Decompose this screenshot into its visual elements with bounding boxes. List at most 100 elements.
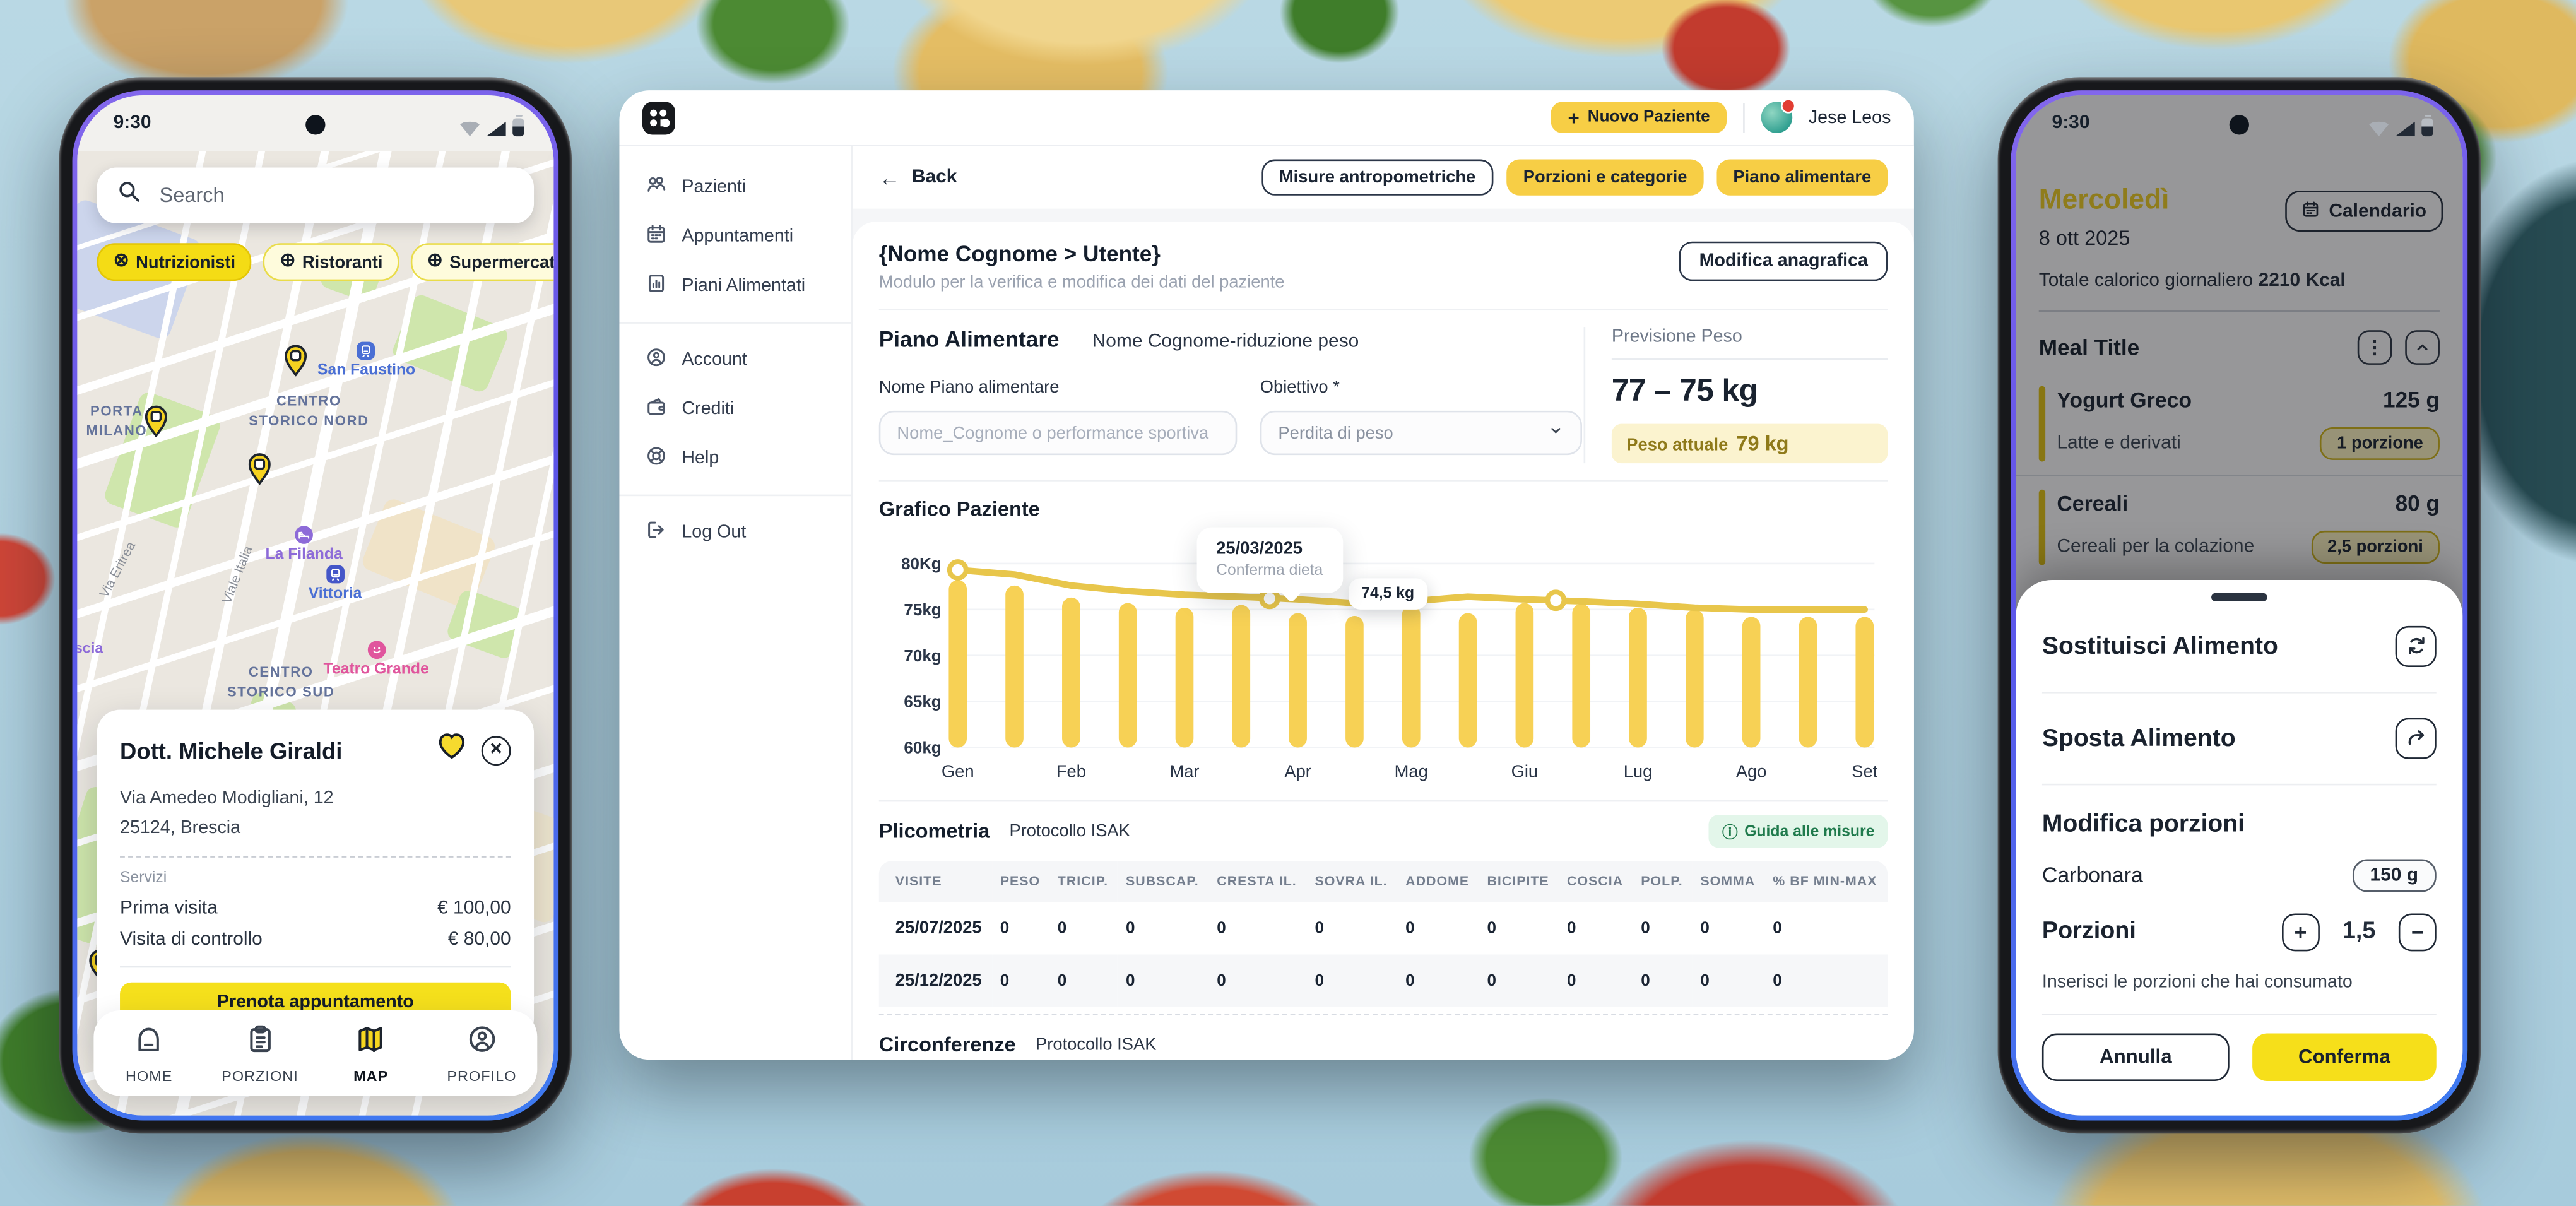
nav-item-porzioni[interactable]: PORZIONI [204,1023,316,1084]
filter-chip-label: Nutrizionisti [136,252,236,272]
weight-chart: 80Kg 75kg 70kg 65kg 60kg Gen Feb Mar Apr Mag Giu Lu… [879,527,1888,791]
doctor-card: Dott. Michele Giraldi ✕ Via Amedeo Modig… [97,709,535,1043]
measure-guide-chip[interactable]: ⓘ Guida alle misure [1709,815,1888,848]
svg-text:Gen: Gen [942,761,974,781]
sidebar-item-crediti[interactable]: Crediti [619,384,851,434]
tab-piano-alimentare[interactable]: Piano alimentare [1716,159,1888,196]
visit-date-cell: 25/07/2025 [895,918,982,938]
value-cell: 0 [1217,919,1226,938]
meal-item[interactable]: Cereali 80 g Cereali per la colazione 2,5 p… [2016,475,2463,578]
avatar[interactable] [1761,98,1796,133]
plicometria-title: Plicometria [878,820,990,843]
divider [1611,358,1888,360]
nav-item-home[interactable]: HOME [93,1023,204,1084]
edit-registry-button[interactable]: Modifica anagrafica [1679,241,1888,281]
signal-icon [486,121,506,137]
category-color-bar [2038,386,2045,462]
drag-handle[interactable] [2211,593,2267,601]
svg-text:75kg: 75kg [904,600,941,619]
back-button[interactable]: ← Back [879,165,957,190]
favorite-heart-icon[interactable] [435,730,468,771]
food-amount-chip: 150 g [2351,858,2437,892]
filter-chip-label: Ristoranti [302,252,383,272]
plan-section-title: Piano Alimentare [878,327,1060,352]
sidebar-item-account[interactable]: Account [619,335,851,384]
new-patient-button[interactable]: + Nuovo Paziente [1551,102,1727,133]
forecast-value: 77 – 75 kg [1611,374,1758,410]
search-bar[interactable] [97,167,535,224]
map-pin[interactable] [143,403,169,446]
meal-item-row: Latte e derivati 1 porzione [2057,427,2440,460]
sheet-action-replace-food[interactable]: Sostituisci Alimento [2041,601,2437,693]
bottom-sheet: Sostituisci Alimento Sposta Alimento Modi… [2016,579,2463,1116]
right-phone: 9:30 Mercoledì 8 ott 2025 Ca [1997,77,2481,1134]
meal-item[interactable]: Yogurt Greco 125 g Latte e derivati 1 porzi… [2016,373,2462,475]
column-header: POLP. [1633,861,1693,902]
current-weight-label: Peso attuale [1626,435,1728,456]
sidebar-item-log-out[interactable]: Log Out [619,507,851,557]
svg-text:Set: Set [1852,761,1877,781]
plicometria-section: Plicometria Protocollo ISAK ⓘ Guida alle… [878,815,1888,1007]
service-row: Visita di controllo € 80,00 [120,930,511,950]
value-cell: 0 [1764,954,1888,1007]
sidebar-item-appuntamenti[interactable]: Appuntamenti [619,212,851,261]
map-label: PORTA MILANO [86,402,148,438]
plan-name-input[interactable]: Nome_Cognome o performance sportiva [878,410,1238,456]
svg-text:Lug: Lug [1624,761,1653,781]
tab-misure-antropometriche[interactable]: Misure antropometriche [1261,159,1494,196]
patient-subtitle: Modulo per la verifica e modifica d​ei d… [878,273,1285,293]
guide-chip-label: Guida alle misure [1744,822,1875,841]
value-cell: 0 [1118,954,1209,1007]
calendar-button[interactable]: Calendario [2284,190,2443,232]
service-name: Visita di controllo [120,930,263,950]
sheet-action-move-food[interactable]: Sposta Alimento [2041,692,2437,785]
decrement-button[interactable]: − [2398,913,2437,951]
meal-collapse-button[interactable] [2405,330,2440,365]
search-input[interactable] [156,182,514,209]
food-name: Yogurt Greco [2057,387,2192,413]
sidebar-item-piani-alimentati[interactable]: Piani Alimentati [619,261,851,310]
filter-chip-ristoranti[interactable]: ⊕ Ristoranti [263,243,399,281]
services-label: Servizi [120,869,167,888]
svg-text:Apr: Apr [1284,761,1311,781]
tab-porzioni-e-categorie[interactable]: Porzioni e categorie [1506,159,1704,196]
dashboard-window: + Nuovo Paziente Jese Leos Pazienti Appun… [619,90,1914,1060]
portion-badge: 1 porzione [2320,427,2440,460]
weight-forecast-panel: Previsione Peso 77 – 75 kg Peso attuale … [1583,327,1888,464]
divider [878,480,1888,482]
food-name: Carbonara [2041,862,2143,887]
svg-text:Ago: Ago [1736,761,1767,781]
value-cell: 0 [1306,954,1398,1007]
table-row[interactable]: 25/07/2025 0 0 0 0 0 0 0 0 0 0 0 [879,902,1888,954]
increment-button[interactable]: + [2281,913,2320,951]
nav-item-map[interactable]: MAP [316,1023,427,1084]
sidebar-item-pazienti[interactable]: Pazienti [619,163,851,212]
section-tabs: Misure antropometriche Porzioni e categor… [1261,159,1888,196]
sidebar-item-label: Pazienti [682,177,747,198]
train-icon [326,565,345,584]
food-category: Cereali per la colazione [2057,537,2255,557]
svg-text:60kg: 60kg [904,738,941,757]
close-icon[interactable]: ✕ [481,735,511,765]
sidebar-item-help[interactable]: Help [619,434,851,483]
table-row[interactable]: 25/12/2025 0 0 0 0 0 0 0 0 0 0 0 [878,954,1888,1007]
battery-icon [2421,114,2433,137]
value-cell: 0 [1479,954,1559,1007]
chart-tooltip: 25/03/2025 Conferma dieta [1196,527,1343,593]
sidebar-divider [619,494,851,497]
map-pin[interactable] [283,342,309,385]
user-name: Jese Leos [1808,107,1891,127]
map-pin[interactable] [246,451,273,494]
value-cell: 0 [1700,919,1710,938]
nav-item-profilo[interactable]: PROFILO [427,1023,538,1084]
cancel-button[interactable]: Annulla [2041,1032,2230,1080]
confirm-button[interactable]: Conferma [2252,1032,2437,1080]
svg-text:80Kg: 80Kg [901,554,942,573]
goal-value: Perdita di peso [1278,423,1393,443]
camera-dot [2229,115,2249,135]
meal-menu-button[interactable]: ⋮ [2357,330,2392,365]
goal-select[interactable]: Perdita di peso [1260,410,1582,456]
meal-title: Meal Title [2038,335,2140,360]
filter-chip-supermercati[interactable]: ⊕ Supermercati [410,243,554,281]
filter-chip-nutrizionisti[interactable]: ⊗ Nutrizionisti [97,243,252,281]
